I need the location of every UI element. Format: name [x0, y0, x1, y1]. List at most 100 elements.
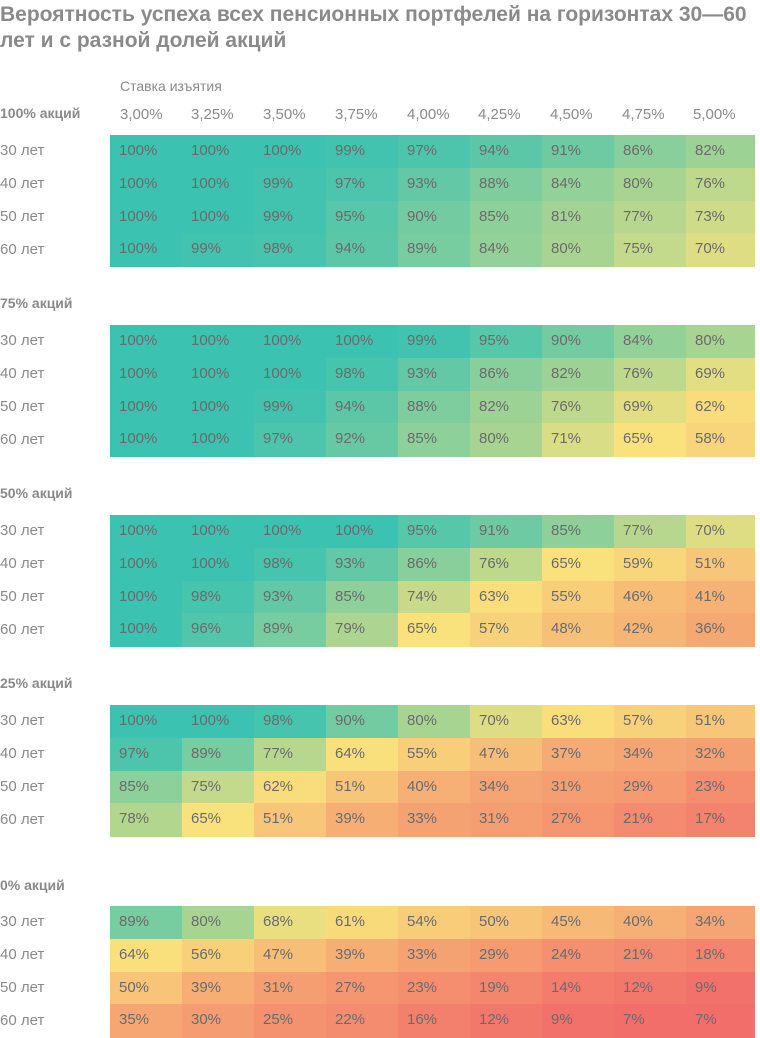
column-label: 4,50% [550, 106, 593, 123]
heatmap-cell: 51% [686, 705, 755, 739]
heatmap-cell: 18% [686, 938, 755, 973]
heatmap-cell: 34% [470, 770, 542, 804]
heatmap-cell: 98% [254, 233, 326, 267]
heatmap-cell: 64% [326, 737, 398, 772]
heatmap-cell: 86% [398, 547, 470, 582]
heatmap-cell: 27% [542, 803, 614, 837]
heatmap-cell: 51% [686, 547, 755, 582]
heatmap-cell: 100% [182, 167, 254, 202]
heatmap-cell: 100% [254, 515, 326, 549]
heatmap-cell: 30% [182, 1004, 254, 1038]
heatmap-cell: 48% [542, 613, 614, 647]
heatmap-cell: 85% [326, 580, 398, 614]
heatmap-cell: 81% [542, 200, 614, 234]
heatmap-cell: 99% [254, 200, 326, 234]
heatmap-cell: 62% [686, 390, 755, 424]
heatmap-cell: 100% [182, 390, 254, 424]
heatmap-cell: 98% [254, 547, 326, 582]
heatmap-cell: 78% [110, 803, 182, 837]
heatmap-cell: 90% [398, 200, 470, 234]
heatmap-cell: 100% [182, 200, 254, 234]
heatmap-cell: 46% [614, 580, 686, 614]
heatmap-cell: 16% [398, 1004, 470, 1038]
heatmap-cell: 77% [614, 515, 686, 549]
heatmap-cell: 80% [686, 325, 755, 359]
heatmap-cell: 77% [254, 737, 326, 772]
heatmap-cell: 99% [326, 135, 398, 169]
heatmap-cell: 89% [110, 906, 182, 940]
row-label: 60 лет [0, 810, 45, 828]
heatmap-cell: 100% [110, 135, 182, 169]
section-label: 75% акций [0, 295, 73, 311]
column-label: 4,25% [478, 106, 521, 123]
heatmap-cell: 100% [254, 135, 326, 169]
heatmap-cell: 88% [470, 167, 542, 202]
heatmap-cell: 34% [686, 906, 755, 940]
heatmap-cell: 79% [326, 613, 398, 647]
heatmap-cell: 69% [614, 390, 686, 424]
section-label: 50% акций [0, 485, 73, 501]
heatmap-cell: 93% [398, 357, 470, 392]
heatmap-cell: 68% [254, 906, 326, 940]
heatmap-cell: 51% [326, 770, 398, 804]
heatmap-cell: 98% [182, 580, 254, 614]
heatmap-cell: 80% [614, 167, 686, 202]
heatmap-cell: 76% [614, 357, 686, 392]
heatmap-cell: 91% [470, 515, 542, 549]
heatmap-cell: 89% [398, 233, 470, 267]
heatmap-cell: 100% [110, 547, 182, 582]
heatmap-cell: 99% [254, 167, 326, 202]
heatmap-cell: 21% [614, 803, 686, 837]
heatmap-cell: 65% [542, 547, 614, 582]
heatmap-cell: 93% [326, 547, 398, 582]
heatmap-cell: 100% [254, 325, 326, 359]
heatmap-cell: 31% [542, 770, 614, 804]
heatmap-cell: 100% [110, 580, 182, 614]
heatmap-cell: 33% [398, 938, 470, 973]
heatmap-cell: 100% [182, 547, 254, 582]
heatmap-cell: 9% [686, 971, 755, 1005]
heatmap-cell: 55% [542, 580, 614, 614]
column-label: 3,50% [263, 106, 306, 123]
heatmap-cell: 100% [110, 325, 182, 359]
heatmap-cell: 29% [470, 938, 542, 973]
heatmap-cell: 99% [182, 233, 254, 267]
heatmap-cell: 96% [182, 613, 254, 647]
heatmap-cell: 54% [398, 906, 470, 940]
heatmap-cell: 51% [254, 803, 326, 837]
heatmap-cell: 63% [542, 705, 614, 739]
heatmap-cell: 94% [470, 135, 542, 169]
heatmap-cell: 64% [110, 938, 182, 973]
row-label: 40 лет [0, 365, 45, 383]
heatmap-cell: 95% [470, 325, 542, 359]
heatmap-cell: 70% [686, 233, 755, 267]
heatmap-cell: 57% [614, 705, 686, 739]
heatmap-cell: 100% [110, 233, 182, 267]
heatmap-cell: 73% [686, 200, 755, 234]
heatmap-cell: 58% [686, 423, 755, 457]
heatmap-cell: 69% [686, 357, 755, 392]
heatmap-cell: 25% [254, 1004, 326, 1038]
column-label: 3,25% [191, 106, 234, 123]
row-label: 30 лет [0, 712, 45, 730]
heatmap-cell: 37% [542, 737, 614, 772]
heatmap-cell: 100% [326, 515, 398, 549]
row-label: 50 лет [0, 979, 45, 996]
heatmap-cell: 40% [398, 770, 470, 804]
heatmap-cell: 100% [110, 200, 182, 234]
heatmap-cell: 97% [398, 135, 470, 169]
column-label: 4,75% [622, 106, 665, 123]
row-label: 40 лет [0, 175, 45, 193]
heatmap-cell: 82% [470, 390, 542, 424]
row-label: 40 лет [0, 555, 45, 573]
row-label: 50 лет [0, 208, 45, 225]
section-label: 100% акций [0, 105, 81, 121]
column-axis-label: Ставка изъятия [120, 78, 222, 94]
heatmap-cell: 86% [614, 135, 686, 169]
row-label: 50 лет [0, 778, 45, 795]
heatmap-cell: 99% [398, 325, 470, 359]
heatmap-cell: 89% [182, 737, 254, 772]
row-label: 40 лет [0, 946, 45, 964]
heatmap-cell: 98% [326, 357, 398, 392]
heatmap-cell: 100% [110, 390, 182, 424]
